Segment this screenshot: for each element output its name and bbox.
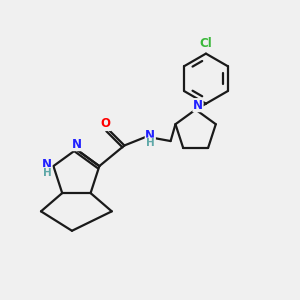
Text: Cl: Cl (200, 38, 212, 50)
Text: N: N (193, 99, 203, 112)
Text: N: N (42, 158, 52, 171)
Text: H: H (146, 138, 155, 148)
Text: N: N (145, 129, 155, 142)
Text: O: O (101, 118, 111, 130)
Text: H: H (43, 168, 51, 178)
Text: N: N (71, 138, 81, 151)
